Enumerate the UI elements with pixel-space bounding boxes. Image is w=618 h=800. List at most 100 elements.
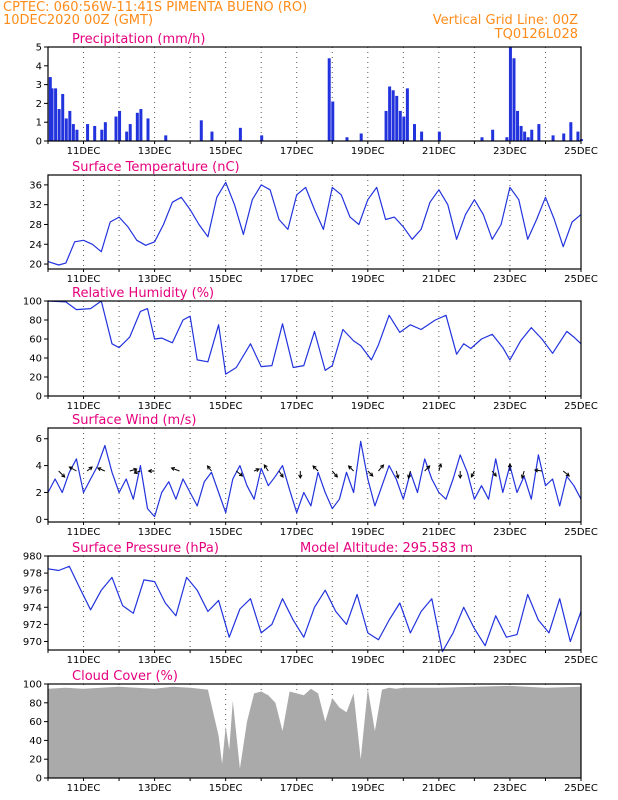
y-tick-label: 0 bbox=[36, 774, 42, 785]
wind-arrow-head bbox=[533, 468, 539, 473]
wind-arrow-head bbox=[492, 472, 497, 477]
wind-arrow-head bbox=[96, 467, 102, 472]
y-tick-label: 0 bbox=[36, 137, 42, 148]
header-run-id: TQ0126L028 bbox=[494, 27, 578, 42]
precip-bar bbox=[125, 131, 129, 141]
y-tick-label: 4 bbox=[36, 461, 42, 472]
precip-bar bbox=[480, 137, 484, 141]
x-tick-label: 19DEC bbox=[351, 274, 385, 285]
y-tick-label: 20 bbox=[29, 755, 42, 766]
wind-arrow-head bbox=[68, 466, 73, 471]
wind-arrow bbox=[312, 465, 319, 472]
panel-title: Surface Temperature (nC) bbox=[72, 160, 240, 175]
wind-arrow bbox=[86, 466, 93, 472]
y-tick-label: 972 bbox=[23, 620, 42, 631]
y-tick-label: 20 bbox=[29, 373, 42, 384]
y-tick-label: 20 bbox=[29, 260, 42, 271]
x-tick-label: 13DEC bbox=[138, 401, 172, 412]
precip-bar bbox=[569, 122, 573, 141]
x-tick-label: 21DEC bbox=[422, 274, 456, 285]
precip-bar bbox=[327, 58, 331, 141]
wind-arrow-head bbox=[170, 467, 175, 471]
wind-arrow bbox=[171, 467, 180, 472]
wind-arrow bbox=[470, 470, 475, 478]
wind-arrow bbox=[367, 470, 374, 477]
wind-arrow-head bbox=[206, 465, 211, 470]
panel-title: Surface Pressure (hPa) bbox=[72, 541, 219, 556]
precip-bar bbox=[100, 129, 104, 141]
x-tick-label: 11DEC bbox=[67, 146, 101, 157]
wind-arrow bbox=[378, 464, 384, 472]
wind-arrow bbox=[424, 465, 431, 472]
x-tick-label: 21DEC bbox=[422, 527, 456, 538]
wind-arrow-head bbox=[61, 473, 66, 478]
x-tick-label: 17DEC bbox=[280, 527, 314, 538]
x-tick-label: 19DEC bbox=[351, 146, 385, 157]
precip-bar bbox=[54, 88, 58, 141]
panel-press: 970 972 974 976 978 980 11DEC 13DEC 15DEC 17DEC 19… bbox=[23, 541, 598, 666]
panel-frame bbox=[47, 300, 582, 397]
precip-bar bbox=[530, 129, 534, 141]
wind-arrow bbox=[348, 465, 354, 472]
panel-title: Precipitation (mm/h) bbox=[72, 32, 205, 47]
precip-bar bbox=[139, 109, 143, 141]
y-tick-label: 80 bbox=[29, 316, 42, 327]
y-tick-label: 976 bbox=[23, 586, 42, 597]
x-tick-label: 23DEC bbox=[493, 527, 527, 538]
panel-frame bbox=[47, 46, 582, 142]
x-tick-label: 15DEC bbox=[209, 146, 243, 157]
x-tick-label: 15DEC bbox=[209, 783, 243, 794]
x-tick-label: 17DEC bbox=[280, 401, 314, 412]
y-tick-label: 6 bbox=[36, 434, 42, 445]
x-tick-label: 19DEC bbox=[351, 783, 385, 794]
precip-bar bbox=[146, 118, 150, 141]
precip-bar bbox=[526, 137, 530, 141]
panel-cloud: 0 20 40 60 80 100 11DEC 13DEC 15DEC 17DEC 19DEC 21D… bbox=[23, 669, 598, 794]
cloud-cover-area bbox=[48, 685, 581, 778]
y-tick-label: 60 bbox=[29, 717, 42, 728]
panel-frame bbox=[47, 427, 582, 523]
header-grid-note: Vertical Grid Line: 00Z bbox=[433, 13, 578, 28]
x-tick-label: 21DEC bbox=[422, 655, 456, 666]
precip-bar bbox=[576, 131, 580, 141]
x-tick-label: 23DEC bbox=[493, 274, 527, 285]
y-tick-label: 24 bbox=[29, 240, 42, 251]
precip-bar bbox=[391, 90, 395, 141]
x-tick-label: 23DEC bbox=[493, 783, 527, 794]
precip-bar bbox=[359, 133, 363, 141]
precip-bar bbox=[75, 129, 79, 141]
wind-arrow bbox=[129, 468, 137, 472]
x-tick-label: 19DEC bbox=[351, 401, 385, 412]
x-tick-label: 15DEC bbox=[209, 527, 243, 538]
wind-arrow-head bbox=[133, 467, 138, 472]
x-tick-label: 11DEC bbox=[67, 274, 101, 285]
precip-bar bbox=[420, 131, 424, 141]
wind-arrow-head bbox=[133, 470, 138, 475]
precip-bar bbox=[86, 124, 90, 141]
wind-arrow-head bbox=[369, 472, 374, 477]
x-tick-label: 17DEC bbox=[280, 146, 314, 157]
precip-bar bbox=[61, 94, 65, 141]
x-tick-label: 23DEC bbox=[493, 401, 527, 412]
x-tick-label: 13DEC bbox=[138, 146, 172, 157]
panels: 0 1 2 3 4 5 11DEC 13DEC 15DEC 17DEC 19DEC 21DEC 23DE… bbox=[23, 32, 598, 794]
x-tick-label: 25DEC bbox=[564, 274, 598, 285]
precip-bar bbox=[523, 131, 527, 141]
wind-arrow bbox=[278, 470, 284, 478]
precip-bar bbox=[398, 110, 402, 141]
wind-arrow bbox=[562, 470, 570, 477]
y-tick-label: 100 bbox=[23, 680, 42, 691]
press-series-line bbox=[47, 565, 582, 653]
precip-bar bbox=[345, 137, 349, 141]
y-tick-label: 974 bbox=[23, 603, 42, 614]
wind-arrow bbox=[69, 466, 77, 472]
wind-arrow bbox=[331, 470, 338, 478]
wind-arrow-head bbox=[470, 473, 475, 478]
x-tick-label: 11DEC bbox=[67, 655, 101, 666]
x-tick-label: 11DEC bbox=[67, 527, 101, 538]
wind-arrow-head bbox=[312, 465, 317, 470]
wind-arrow-head bbox=[458, 474, 463, 480]
y-tick-label: 60 bbox=[29, 335, 42, 346]
wind-arrow-head bbox=[438, 462, 443, 468]
